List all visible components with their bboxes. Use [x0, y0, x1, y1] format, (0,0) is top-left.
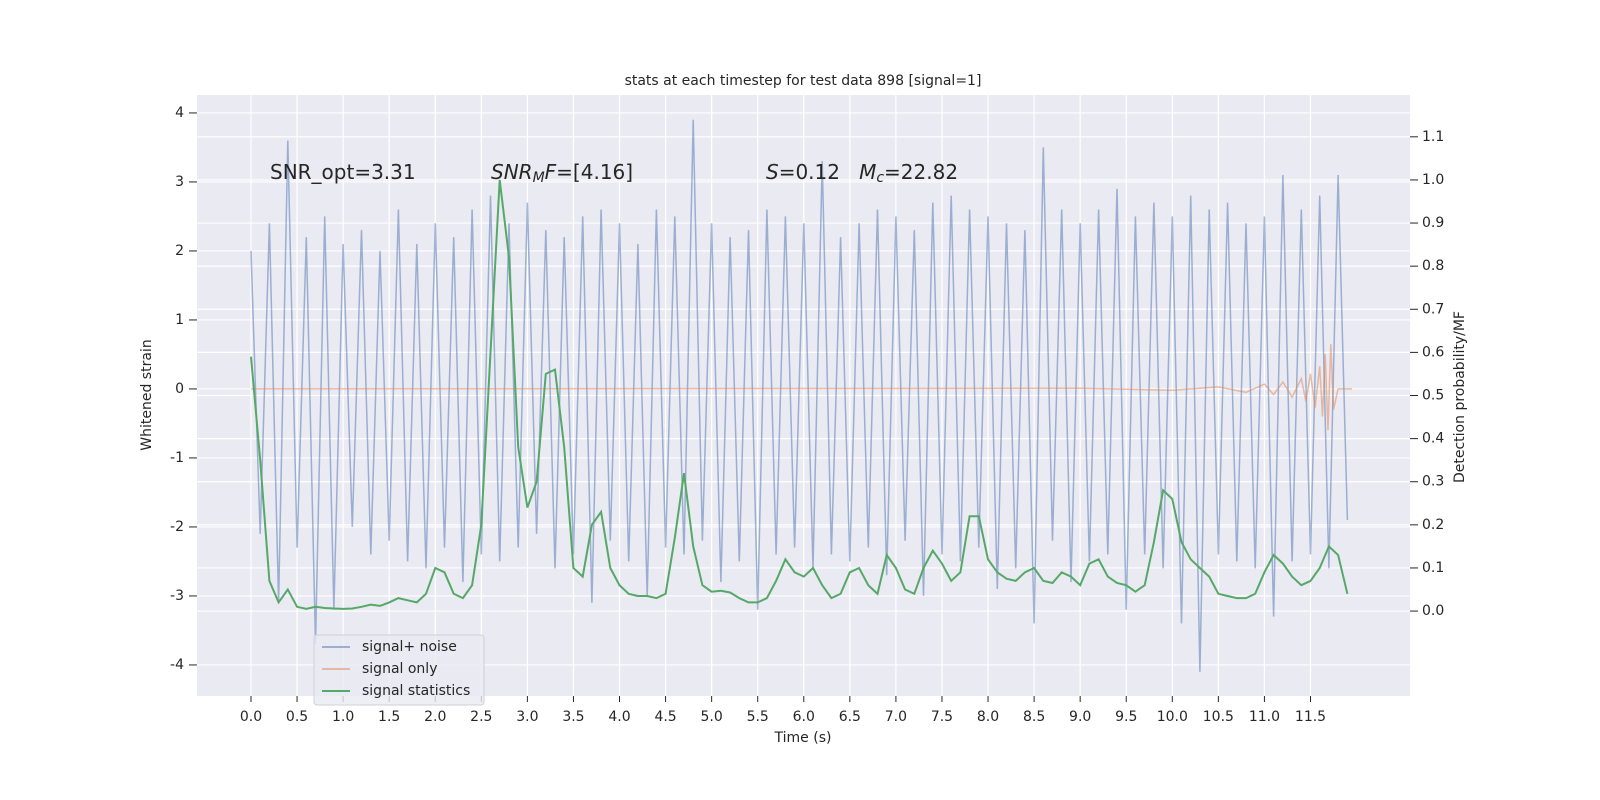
x-tick-label: 3.5: [562, 709, 584, 725]
y2-tick-label: 0.2: [1422, 517, 1444, 533]
x-axis-label: Time (s): [774, 730, 832, 746]
y-tick-label: -3: [170, 588, 184, 604]
y2-tick-label: 0.7: [1422, 301, 1444, 317]
x-tick-label: 8.5: [1023, 709, 1045, 725]
x-tick-label: 1.5: [378, 709, 400, 725]
y2-tick-label: 0.3: [1422, 474, 1444, 490]
y-tick-label: -1: [170, 450, 184, 466]
annotation-part: =22.82: [884, 160, 958, 184]
legend: signal+ noise signal only signal statistic…: [313, 634, 485, 706]
y-tick-label: 2: [175, 243, 184, 259]
annotation-part: c: [876, 170, 884, 186]
annotation-part: =0.12: [779, 160, 859, 184]
legend-label: signal+ noise: [362, 639, 457, 655]
y2-tick-label: 0.6: [1422, 344, 1444, 360]
x-tick-label: 0.0: [240, 709, 262, 725]
annotation-part: S: [766, 160, 779, 184]
y2-tick-label: 0.4: [1422, 431, 1444, 447]
x-tick-label: 9.0: [1069, 709, 1091, 725]
x-tick-label: 1.0: [332, 709, 354, 725]
y-tick-label: -4: [170, 657, 184, 673]
y2-axis-label: Detection probability/MF: [1452, 311, 1468, 483]
x-tick-label: 10.5: [1203, 709, 1234, 725]
x-tick-label: 9.5: [1115, 709, 1137, 725]
annotation: SNR_opt=3.31: [270, 160, 416, 184]
legend-label: signal statistics: [362, 683, 470, 699]
x-tick-label: 0.5: [286, 709, 308, 725]
x-tick-label: 2.0: [424, 709, 446, 725]
y2-tick-label: 1.0: [1422, 172, 1444, 188]
y2-tick-label: 0.8: [1422, 258, 1444, 274]
annotation-part: SNR: [491, 160, 533, 184]
annotation-part: M: [859, 160, 876, 184]
y-tick-label: 1: [175, 312, 184, 328]
annotation-part: F: [545, 160, 557, 184]
annotation-part: SNR_opt=3.31: [270, 160, 416, 184]
annotation-part: =[4.16]: [556, 160, 633, 184]
annotation: SNRMF=[4.16]: [491, 160, 633, 187]
series-line: [250, 119, 1349, 672]
series-line: [250, 344, 1352, 431]
y-tick-label: -2: [170, 519, 184, 535]
x-tick-label: 8.0: [977, 709, 999, 725]
x-tick-label: 11.5: [1295, 709, 1326, 725]
y-tick-label: 3: [175, 174, 184, 190]
x-tick-label: 2.5: [470, 709, 492, 725]
series-line: [250, 179, 1349, 610]
x-tick-label: 3.0: [516, 709, 538, 725]
x-tick-label: 11.0: [1249, 709, 1280, 725]
annotation-part: M: [533, 170, 545, 186]
x-tick-label: 6.5: [839, 709, 861, 725]
chart-title: stats at each timestep for test data 898…: [625, 73, 982, 89]
y2-tick-label: 0.1: [1422, 560, 1444, 576]
y2-tick-label: 0.9: [1422, 215, 1444, 231]
x-tick-label: 4.5: [654, 709, 676, 725]
y-axis-label: Whitened strain: [139, 339, 155, 450]
y2-tick-label: 0.5: [1422, 388, 1444, 404]
x-tick-label: 4.0: [608, 709, 630, 725]
legend-box: [313, 634, 485, 706]
annotation: S=0.12 Mc=22.82: [766, 160, 958, 187]
x-tick-label: 10.0: [1157, 709, 1188, 725]
x-tick-label: 6.0: [793, 709, 815, 725]
x-tick-label: 7.0: [885, 709, 907, 725]
x-tick-label: 5.0: [701, 709, 723, 725]
y-tick-label: 4: [175, 105, 184, 121]
legend-label: signal only: [362, 661, 437, 677]
x-tick-label: 5.5: [747, 709, 769, 725]
y2-tick-label: 0.0: [1422, 603, 1444, 619]
y2-tick-label: 1.1: [1422, 129, 1444, 145]
y-tick-label: 0: [175, 381, 184, 397]
x-tick-label: 7.5: [931, 709, 953, 725]
